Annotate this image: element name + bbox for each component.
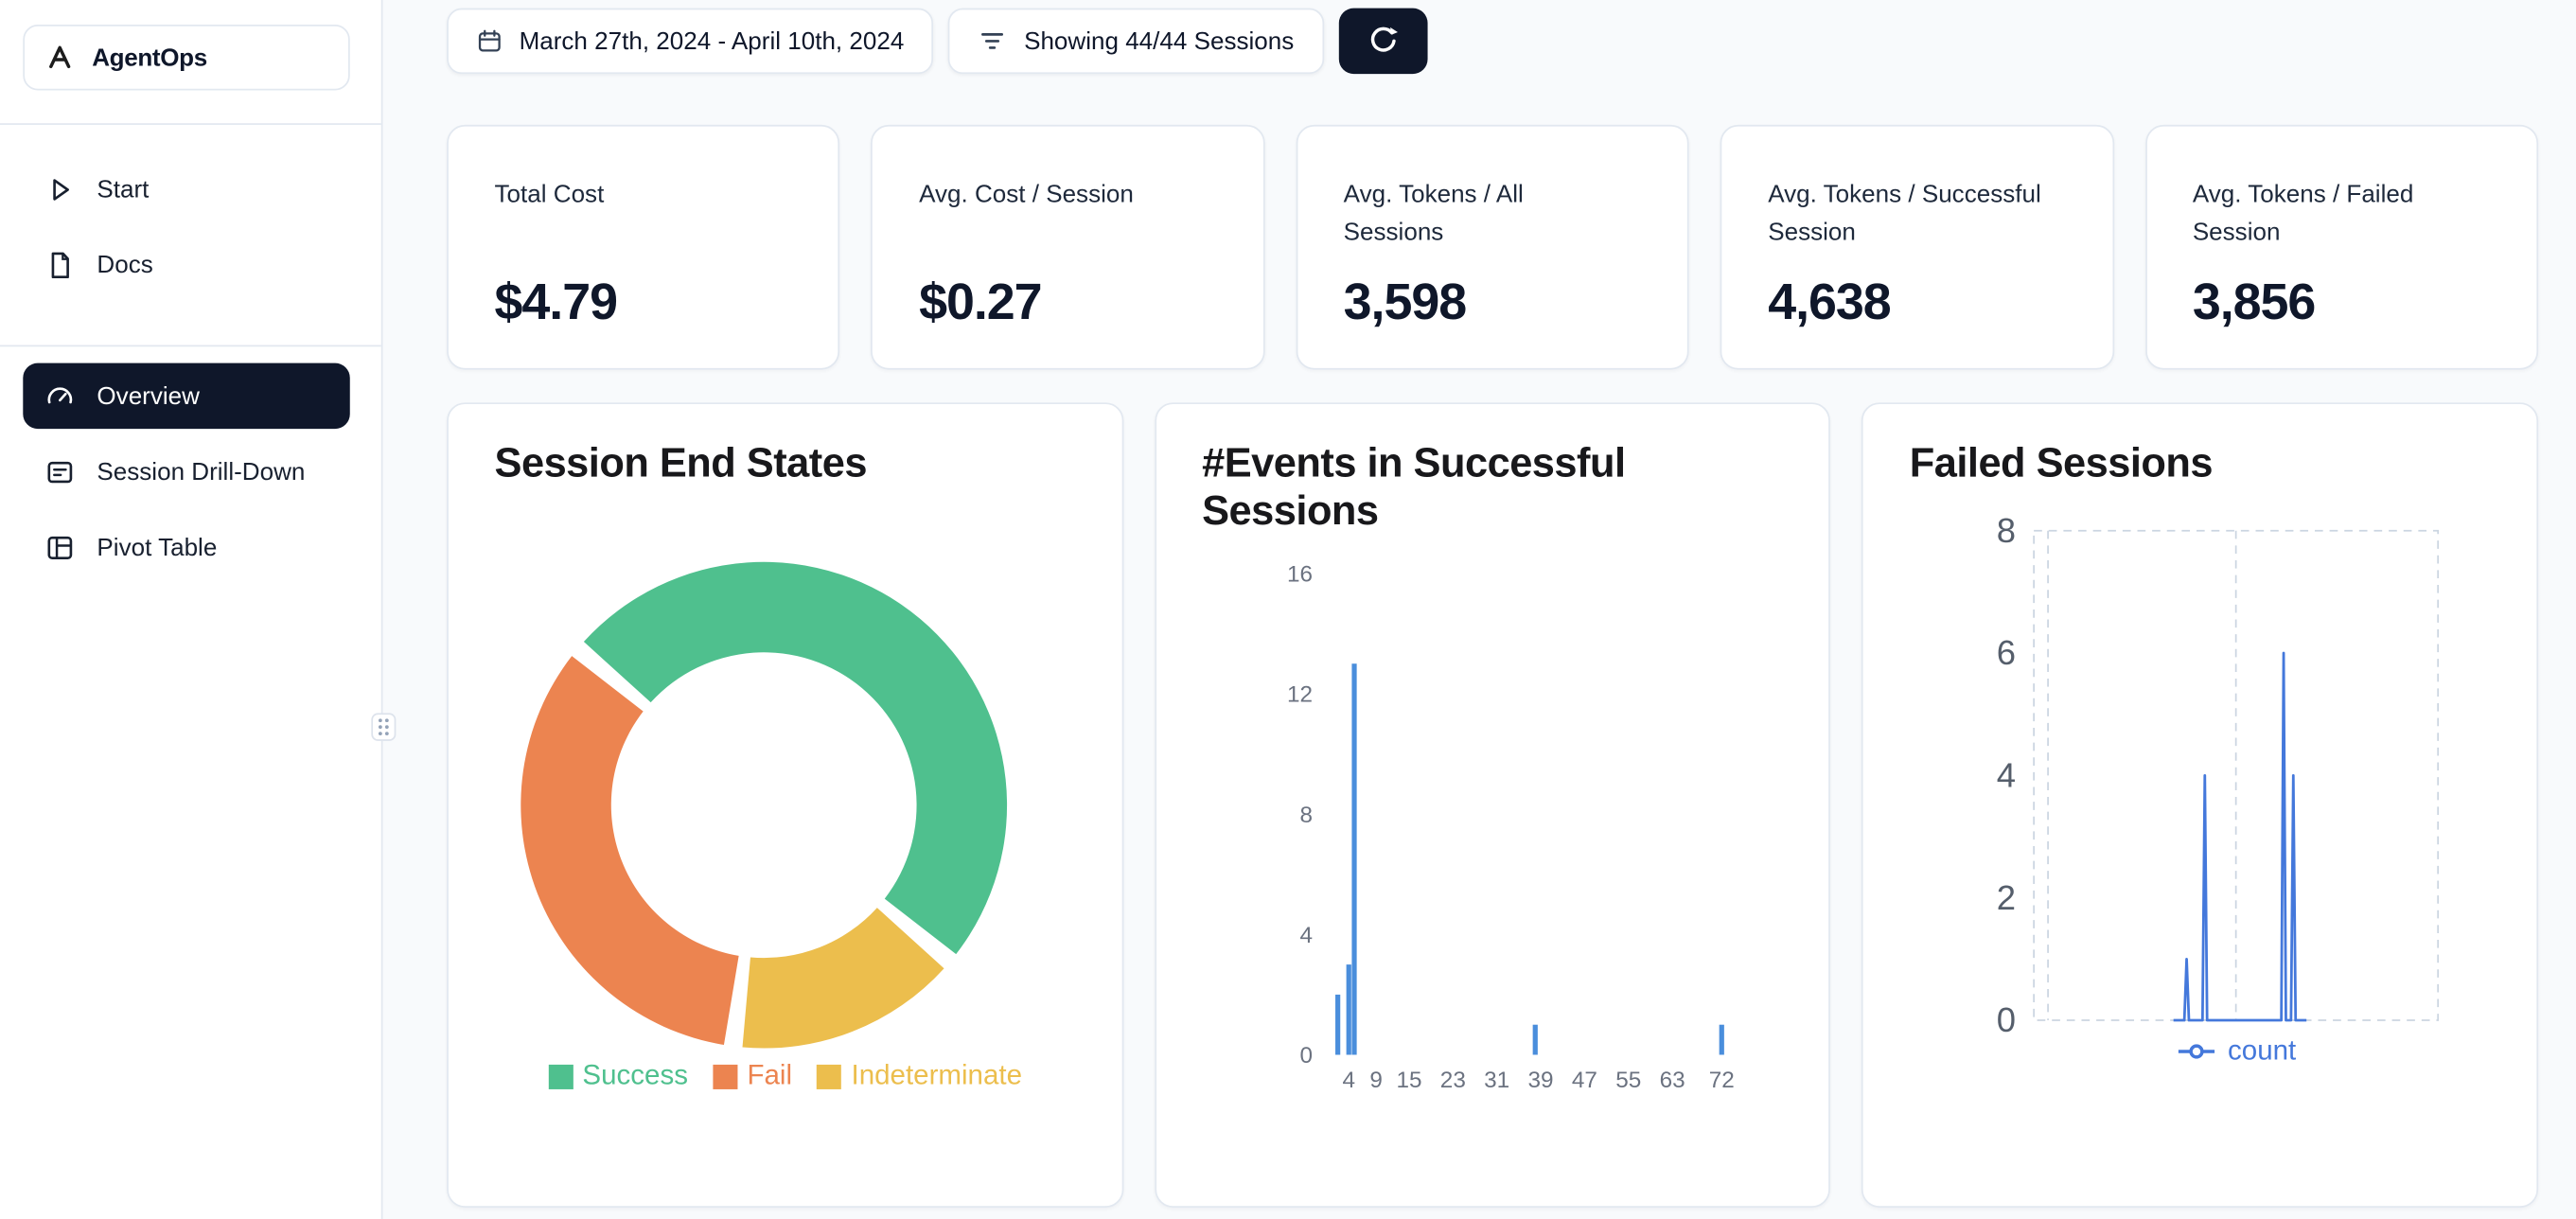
- sidebar-item-docs[interactable]: Docs: [23, 232, 349, 297]
- stat-card-avg-tokens-successful: Avg. Tokens / Successful Session 4,638: [1720, 124, 2114, 370]
- svg-text:4: 4: [1299, 923, 1313, 948]
- svg-text:72: 72: [1708, 1068, 1734, 1093]
- svg-text:9: 9: [1369, 1068, 1383, 1093]
- legend-item-success[interactable]: Success: [547, 1059, 688, 1093]
- sidebar: AgentOps Start Docs Overview: [0, 0, 383, 1219]
- svg-text:0: 0: [1997, 1000, 2016, 1039]
- stat-value: 4,638: [1768, 273, 1892, 330]
- legend-swatch-fail: [713, 1064, 738, 1089]
- agentops-logo-icon: [49, 45, 71, 69]
- document-icon: [51, 251, 69, 278]
- legend-label: Success: [582, 1059, 688, 1091]
- svg-text:6: 6: [1997, 633, 2016, 672]
- events-in-successful-sessions-card: #Events in Successful Sessions 0 4 8 12 16 4 9…: [1154, 402, 1831, 1208]
- svg-text:8: 8: [1997, 511, 2016, 550]
- gauge-icon: [47, 386, 73, 403]
- sidebar-item-pivot-table[interactable]: Pivot Table: [23, 514, 349, 579]
- chart-title: #Events in Successful Sessions: [1202, 440, 1626, 535]
- legend-swatch-success: [547, 1064, 573, 1089]
- calendar-icon: [478, 29, 501, 52]
- sidebar-item-label: Session Drill-Down: [97, 457, 306, 486]
- refresh-icon: [1370, 26, 1398, 52]
- svg-text:55: 55: [1615, 1068, 1641, 1093]
- svg-text:63: 63: [1659, 1068, 1685, 1093]
- brand-name: AgentOps: [92, 44, 207, 72]
- line-marker-icon: [2178, 1044, 2215, 1059]
- svg-text:47: 47: [1571, 1068, 1597, 1093]
- session-end-states-donut-chart[interactable]: [518, 558, 1011, 1051]
- stats-row: Total Cost $4.79 Avg. Cost / Session $0.…: [447, 124, 2539, 370]
- sidebar-item-start[interactable]: Start: [23, 156, 349, 221]
- svg-text:8: 8: [1299, 803, 1313, 828]
- stat-value: 3,856: [2192, 273, 2317, 330]
- sidebar-item-label: Overview: [97, 381, 200, 411]
- stat-card-avg-tokens-failed: Avg. Tokens / Failed Session 3,856: [2144, 124, 2539, 370]
- svg-text:12: 12: [1286, 682, 1312, 708]
- svg-text:16: 16: [1286, 562, 1312, 588]
- legend-swatch-indeterminate: [817, 1064, 842, 1089]
- grip-dots-icon: [378, 718, 389, 736]
- svg-text:4: 4: [1342, 1068, 1355, 1093]
- stat-value: $4.79: [494, 273, 619, 330]
- sidebar-item-label: Pivot Table: [97, 533, 218, 561]
- charts-row: Session End States Success Fail Indeterm…: [447, 402, 2539, 1208]
- brand-logo[interactable]: AgentOps: [23, 25, 350, 91]
- legend-label: Indeterminate: [851, 1059, 1022, 1091]
- session-end-states-card: Session End States Success Fail Indeterm…: [447, 402, 1123, 1208]
- legend-item-indeterminate[interactable]: Indeterminate: [817, 1060, 1022, 1093]
- sidebar-item-session-drill-down[interactable]: Session Drill-Down: [23, 439, 349, 504]
- count-legend[interactable]: count: [2035, 1035, 2439, 1069]
- donut-legend: Success Fail Indeterminate: [449, 1060, 1121, 1093]
- main-content: March 27th, 2024 - April 10th, 2024 Show…: [382, 0, 2576, 1219]
- pivot-table-icon: [47, 536, 73, 559]
- stat-card-avg-tokens-all: Avg. Tokens / All Sessions 3,598: [1296, 124, 1689, 370]
- svg-text:23: 23: [1439, 1068, 1465, 1093]
- date-range-label: March 27th, 2024 - April 10th, 2024: [519, 26, 905, 56]
- stat-label: Avg. Tokens / All Sessions: [1343, 180, 1524, 247]
- refresh-button[interactable]: [1338, 8, 1427, 75]
- stat-value: 3,598: [1343, 273, 1468, 330]
- svg-text:4: 4: [1997, 756, 2016, 795]
- sessions-filter-button[interactable]: Showing 44/44 Sessions: [948, 8, 1324, 75]
- sessions-filter-label: Showing 44/44 Sessions: [1024, 26, 1295, 56]
- svg-text:31: 31: [1484, 1068, 1509, 1093]
- svg-text:15: 15: [1396, 1068, 1421, 1093]
- sidebar-item-overview[interactable]: Overview: [23, 362, 350, 430]
- stat-value: $0.27: [919, 273, 1043, 330]
- stat-label: Avg. Cost / Session: [919, 180, 1134, 209]
- sidebar-item-label: Start: [97, 174, 150, 203]
- sidebar-item-label: Docs: [97, 250, 153, 279]
- failed-sessions-line-chart[interactable]: 0 2 4 6 8: [1863, 503, 2538, 1045]
- stat-card-total-cost: Total Cost $4.79: [447, 124, 840, 370]
- svg-text:2: 2: [1997, 878, 2016, 917]
- legend-item-fail[interactable]: Fail: [713, 1060, 792, 1093]
- list-details-icon: [47, 461, 73, 483]
- stat-label: Avg. Tokens / Failed Session: [2192, 180, 2414, 247]
- count-legend-label: count: [2228, 1034, 2297, 1067]
- chart-title: Session End States: [494, 440, 868, 486]
- svg-text:0: 0: [1299, 1043, 1313, 1069]
- stat-label: Avg. Tokens / Successful Session: [1768, 180, 2041, 247]
- failed-sessions-card: Failed Sessions 0 2 4 6 8 count: [1861, 402, 2539, 1208]
- filter-icon: [981, 33, 1004, 49]
- legend-label: Fail: [747, 1059, 793, 1091]
- sidebar-divider: [0, 344, 381, 347]
- svg-text:39: 39: [1527, 1068, 1553, 1093]
- sidebar-divider: [0, 123, 381, 125]
- date-range-button[interactable]: March 27th, 2024 - April 10th, 2024: [447, 8, 934, 75]
- stat-label: Total Cost: [494, 180, 605, 209]
- play-icon: [53, 178, 69, 200]
- stat-card-avg-cost-session: Avg. Cost / Session $0.27: [871, 124, 1265, 370]
- chart-title: Failed Sessions: [1909, 440, 2214, 486]
- sidebar-resize-handle[interactable]: [371, 713, 397, 741]
- toolbar: March 27th, 2024 - April 10th, 2024 Show…: [447, 8, 1427, 75]
